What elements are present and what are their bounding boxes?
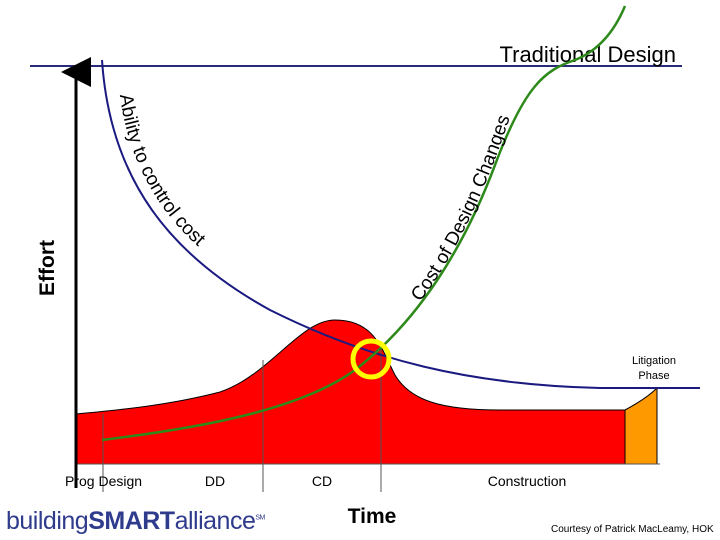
intersection-highlight-ring xyxy=(350,338,392,380)
phase-label-construction: Construction xyxy=(488,473,567,489)
logo-suffix: alliance xyxy=(174,507,256,535)
phase-label-cd: CD xyxy=(312,473,332,489)
litigation-area xyxy=(624,386,658,465)
x-axis-label: Time xyxy=(348,505,397,528)
phase-label-prog-design: Prog Design xyxy=(65,473,142,489)
logo-prefix: building xyxy=(6,507,89,535)
effort-area xyxy=(75,319,626,465)
ability-to-control-cost-curve xyxy=(101,59,700,389)
image-credit: Courtesy of Patrick MacLeamy, HOK xyxy=(551,524,714,535)
phase-label-litigation: Litigation xyxy=(632,355,676,367)
logo-bold: SMART xyxy=(88,507,175,535)
logo-service-mark: SM xyxy=(255,514,265,522)
y-axis-label: Effort xyxy=(36,240,59,296)
cost-curve-label: Cost of Design Changes xyxy=(407,112,515,305)
building-smart-alliance-logo: buildingSMARTallianceSM xyxy=(6,507,265,537)
cost-of-design-changes-curve xyxy=(101,5,627,442)
phase-label-litigation-phase: Phase xyxy=(638,370,669,382)
phase-label-dd: DD xyxy=(205,473,225,489)
